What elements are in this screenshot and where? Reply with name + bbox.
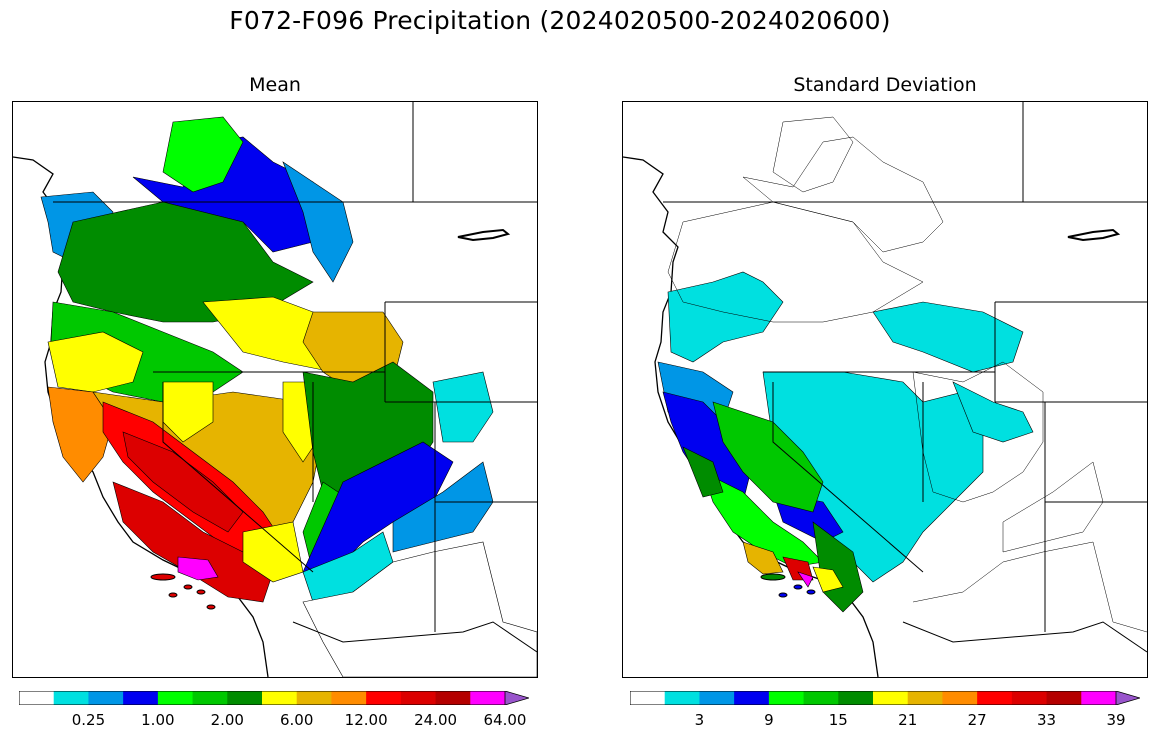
mean-colorbar-bin-1 xyxy=(53,691,89,705)
std-colorbar-bin-10 xyxy=(977,691,1013,705)
basin-outlines xyxy=(667,116,1147,633)
std-map xyxy=(622,101,1148,678)
mean-colorbar-bin-5 xyxy=(192,691,228,705)
lake-feature xyxy=(1067,228,1121,242)
mean-colorbar-tick-label: 64.00 xyxy=(483,711,527,729)
mean-colorbar-bin-6 xyxy=(227,691,263,705)
std-colorbar-bin-13 xyxy=(1081,691,1117,705)
std-colorbar-tick-label: 27 xyxy=(967,711,987,729)
mean-colorbar-bin-9 xyxy=(331,691,367,705)
std-colorbar-tick-label: 15 xyxy=(828,711,848,729)
mean-map xyxy=(12,101,538,678)
mean-panel-title: Mean xyxy=(249,74,301,96)
std-map-canvas xyxy=(623,102,1147,677)
std-colorbar-bin-11 xyxy=(1011,691,1048,705)
std-colorbar-tick-label: 39 xyxy=(1106,711,1126,729)
mean-colorbar-tick-label: 6.00 xyxy=(280,711,314,729)
std-colorbar-bin-12 xyxy=(1046,691,1082,705)
std-colorbar-bin-2 xyxy=(699,691,735,705)
std-colorbar-ticks: 3 9 15 21 27 33 39 xyxy=(630,711,1140,731)
mean-colorbar-bin-2 xyxy=(88,691,124,705)
std-colorbar-tick-label: 21 xyxy=(898,711,918,729)
channel-islands xyxy=(150,573,216,610)
mean-colorbar-svg xyxy=(18,690,531,706)
mean-colorbar-bin-4 xyxy=(157,691,194,705)
mean-colorbar-extend-arrow xyxy=(504,690,531,706)
std-colorbar-bin-1 xyxy=(664,691,700,705)
channel-islands xyxy=(760,573,816,598)
std-colorbar-bin-8 xyxy=(907,691,943,705)
std-colorbar-svg xyxy=(629,690,1142,706)
std-colorbar xyxy=(629,690,1142,706)
std-colorbar-tick-label: 3 xyxy=(694,711,705,729)
std-colorbar-bin-3 xyxy=(734,691,770,705)
state-borders xyxy=(663,102,1147,653)
mean-colorbar-tick-label: 0.25 xyxy=(71,711,106,729)
figure-title: F072-F096 Precipitation (2024020500-2024… xyxy=(229,6,891,35)
std-colorbar-bin-9 xyxy=(942,691,978,705)
std-colorbar-bin-4 xyxy=(768,691,805,705)
mean-colorbar-tick-label: 2.00 xyxy=(210,711,244,729)
std-colorbar-extend-arrow xyxy=(1115,690,1142,706)
std-regions xyxy=(657,271,1034,613)
std-colorbar-bin-6 xyxy=(838,691,874,705)
mean-colorbar xyxy=(18,690,531,706)
std-colorbar-bin-7 xyxy=(873,691,909,705)
mean-map-canvas xyxy=(13,102,537,677)
mean-colorbar-bin-12 xyxy=(435,691,471,705)
mean-colorbar-bin-7 xyxy=(262,691,298,705)
mean-colorbar-bin-11 xyxy=(400,691,437,705)
mean-colorbar-ticks: 0.25 1.00 2.00 6.00 12.00 24.00 64.00 xyxy=(19,711,529,731)
mean-colorbar-bin-8 xyxy=(296,691,332,705)
std-panel-title: Standard Deviation xyxy=(793,74,977,96)
mean-colorbar-bin-0 xyxy=(19,691,55,705)
mean-colorbar-tick-label: 1.00 xyxy=(141,711,175,729)
mean-colorbar-tick-label: 12.00 xyxy=(344,711,388,729)
mean-colorbar-tick-label: 24.00 xyxy=(414,711,458,729)
mean-precip-regions xyxy=(40,116,494,603)
mean-colorbar-bin-10 xyxy=(366,691,402,705)
std-colorbar-bin-0 xyxy=(630,691,666,705)
mean-colorbar-bin-3 xyxy=(123,691,159,705)
std-colorbar-bin-5 xyxy=(803,691,839,705)
state-borders xyxy=(53,102,537,653)
lake-feature xyxy=(457,228,511,242)
unfilled-region xyxy=(302,541,537,677)
std-colorbar-tick-label: 9 xyxy=(764,711,774,729)
mean-colorbar-bin-13 xyxy=(470,691,506,705)
std-colorbar-tick-label: 33 xyxy=(1037,711,1057,729)
